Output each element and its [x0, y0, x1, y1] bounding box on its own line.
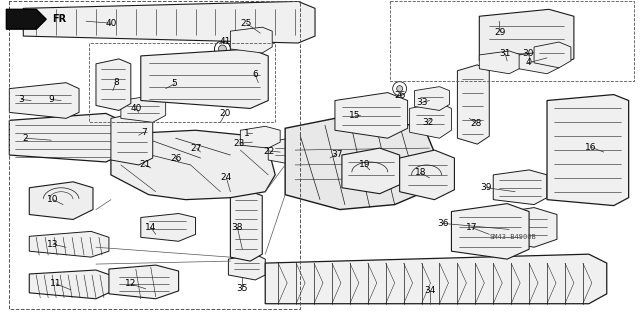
Text: 11: 11 — [51, 279, 62, 288]
Text: 17: 17 — [465, 223, 477, 232]
Text: 22: 22 — [264, 146, 275, 156]
Text: 38: 38 — [232, 223, 243, 232]
Polygon shape — [10, 114, 121, 162]
Text: 16: 16 — [585, 143, 596, 152]
Text: 30: 30 — [522, 49, 534, 58]
Polygon shape — [241, 126, 280, 148]
Polygon shape — [29, 231, 109, 257]
Text: 3: 3 — [19, 95, 24, 104]
Polygon shape — [265, 254, 607, 304]
Polygon shape — [489, 208, 557, 247]
Text: 34: 34 — [424, 286, 435, 295]
Text: 36: 36 — [438, 219, 449, 228]
Text: 1: 1 — [244, 129, 250, 138]
Circle shape — [397, 85, 403, 92]
Text: 35: 35 — [237, 284, 248, 293]
Text: 33: 33 — [416, 98, 428, 107]
Text: 8: 8 — [113, 78, 119, 87]
Polygon shape — [96, 59, 131, 110]
Text: 40: 40 — [130, 104, 141, 113]
Polygon shape — [415, 87, 449, 110]
Polygon shape — [493, 170, 547, 204]
Polygon shape — [111, 112, 153, 165]
Text: 37: 37 — [331, 150, 342, 159]
Polygon shape — [141, 213, 196, 241]
Polygon shape — [6, 9, 46, 29]
Text: 5: 5 — [172, 79, 177, 88]
Polygon shape — [29, 182, 93, 219]
Text: 18: 18 — [415, 168, 426, 177]
Text: 6: 6 — [252, 70, 258, 79]
Polygon shape — [479, 9, 574, 69]
Polygon shape — [228, 254, 265, 280]
Text: 41: 41 — [220, 37, 231, 46]
Text: 29: 29 — [495, 28, 506, 37]
Polygon shape — [109, 265, 179, 299]
Text: 21: 21 — [139, 160, 150, 169]
Polygon shape — [519, 51, 559, 74]
Polygon shape — [534, 42, 571, 68]
Polygon shape — [479, 51, 521, 74]
Text: 7: 7 — [141, 128, 147, 137]
Polygon shape — [29, 270, 113, 299]
Text: 31: 31 — [499, 49, 511, 58]
Text: 26: 26 — [170, 153, 181, 162]
Polygon shape — [141, 49, 268, 108]
Text: 28: 28 — [470, 119, 482, 128]
Polygon shape — [230, 27, 272, 53]
Text: 40: 40 — [105, 19, 116, 28]
Circle shape — [218, 45, 227, 53]
Text: FR: FR — [52, 14, 66, 24]
Polygon shape — [399, 150, 454, 200]
Text: 26: 26 — [394, 91, 405, 100]
Text: 4: 4 — [525, 58, 531, 67]
Text: 27: 27 — [191, 144, 202, 152]
Polygon shape — [111, 130, 275, 200]
Polygon shape — [547, 94, 628, 205]
Polygon shape — [410, 102, 451, 138]
Polygon shape — [458, 65, 489, 144]
Polygon shape — [342, 148, 399, 194]
Text: SM43-B4900B: SM43-B4900B — [489, 234, 536, 240]
Text: 19: 19 — [359, 160, 371, 169]
Polygon shape — [268, 137, 308, 165]
Text: 24: 24 — [221, 173, 232, 182]
Text: 20: 20 — [220, 109, 231, 118]
Text: 12: 12 — [125, 279, 136, 288]
Text: 32: 32 — [422, 118, 433, 127]
Text: 13: 13 — [47, 240, 59, 249]
Polygon shape — [230, 191, 262, 261]
Text: 15: 15 — [349, 111, 360, 120]
Polygon shape — [10, 83, 79, 118]
Polygon shape — [451, 204, 529, 259]
Text: 14: 14 — [145, 223, 156, 232]
Text: 39: 39 — [481, 183, 492, 192]
Text: 9: 9 — [48, 95, 54, 104]
Text: 10: 10 — [47, 195, 59, 204]
Text: 2: 2 — [22, 134, 28, 143]
Polygon shape — [335, 93, 408, 138]
Text: 23: 23 — [234, 139, 245, 148]
Polygon shape — [23, 1, 315, 43]
Polygon shape — [285, 118, 438, 210]
Polygon shape — [121, 96, 166, 122]
Text: 25: 25 — [241, 19, 252, 28]
